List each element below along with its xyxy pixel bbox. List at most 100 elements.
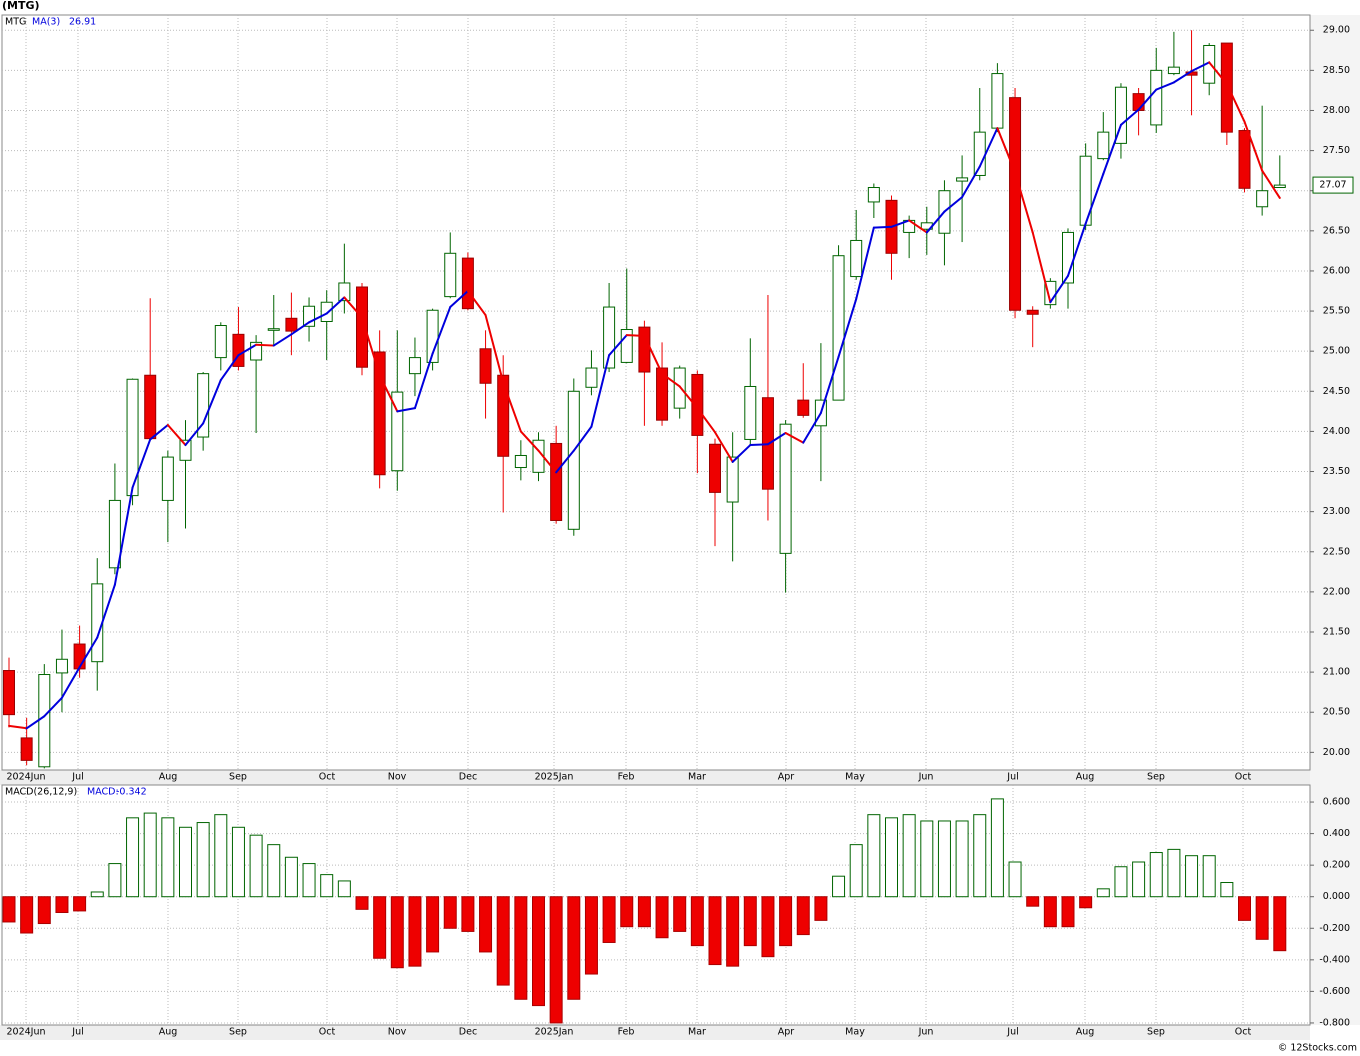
macd-bar: [443, 896, 457, 929]
y-tick-label: 0.600: [1323, 797, 1350, 808]
candle-body: [320, 301, 333, 322]
macd-bar: [2, 896, 16, 923]
ma-line: [184, 422, 205, 447]
candle-body: [303, 305, 316, 327]
macd-bar: [179, 826, 192, 898]
candle-body: [179, 439, 192, 461]
macd-bar: [602, 896, 616, 943]
candle-body: [991, 73, 1004, 129]
ma-line: [43, 696, 63, 718]
x-tick-label: Apr: [778, 1027, 795, 1038]
x-tick-label: Nov: [388, 1027, 407, 1038]
ma-line: [237, 343, 258, 357]
macd-bar: [1202, 855, 1216, 898]
candle-body: [638, 326, 651, 373]
macd-bar: [796, 896, 810, 936]
x-tick-label: Aug: [1076, 772, 1095, 783]
candle-body: [197, 373, 210, 438]
candle-body: [656, 367, 669, 421]
macd-bar: [284, 856, 298, 898]
ma-line: [25, 715, 46, 730]
ma-line: [872, 225, 893, 229]
candle-body: [479, 348, 492, 384]
y-tick-label: 23.50: [1323, 466, 1350, 477]
ma-line: [661, 372, 681, 388]
macd-bar: [655, 896, 669, 939]
macd-bar: [214, 814, 228, 898]
macd-bar: [37, 896, 51, 925]
x-tick-label: Aug: [159, 1027, 178, 1038]
candle-body: [1132, 93, 1145, 111]
candle-body: [709, 443, 721, 493]
candle-body: [108, 499, 121, 569]
ma-line: [961, 165, 981, 199]
macd-bar: [620, 896, 634, 928]
macd-bar: [302, 863, 316, 898]
ma-line: [925, 210, 946, 234]
macd-value: -0.342: [116, 787, 147, 798]
ma-line: [1049, 274, 1069, 304]
macd-bar: [532, 896, 545, 1007]
ma-line: [325, 296, 346, 315]
candle-body: [3, 670, 15, 716]
x-tick-label: Oct: [1235, 772, 1252, 783]
macd-frame: [1, 784, 1311, 1026]
candle-body: [267, 328, 280, 331]
y-tick-label: 22.50: [1323, 546, 1350, 557]
x-tick-label: May: [845, 772, 865, 783]
ma-line: [1172, 70, 1193, 84]
macd-bar: [637, 896, 651, 928]
y-tick-label: 25.00: [1323, 346, 1350, 357]
x-tick-label: Mar: [688, 772, 706, 783]
candle-body: [408, 357, 421, 375]
ma-line: [255, 343, 275, 347]
macd-bar: [231, 826, 245, 898]
macd-bar: [902, 814, 916, 898]
ma-line: [202, 379, 222, 425]
ma-line: [519, 430, 540, 452]
ma-line: [378, 374, 399, 413]
ma-line: [8, 724, 28, 730]
candle-body: [144, 374, 157, 440]
ma-line: [484, 314, 505, 384]
y-tick-label: 26.50: [1323, 225, 1350, 236]
macd-prefix: MACD:: [87, 787, 119, 798]
macd-bar: [267, 844, 281, 898]
ma-line: [819, 355, 840, 414]
x-tick-label: Feb: [618, 772, 635, 783]
ma-line: [537, 449, 558, 474]
ma-line: [1014, 171, 1034, 234]
ma-line: [396, 407, 416, 413]
macd-bar: [885, 817, 898, 898]
price-tag: [1312, 176, 1354, 194]
macd-bar: [937, 820, 951, 898]
ma-line: [749, 443, 769, 447]
candle-body: [1273, 184, 1286, 189]
ma-line: [1190, 61, 1211, 73]
macd-bar: [408, 896, 422, 967]
ma-line: [714, 431, 734, 463]
macd-bar: [584, 896, 598, 975]
candle-body: [797, 399, 810, 416]
x-tick-label: Sep: [1147, 1027, 1165, 1038]
x-tick-label: Dec: [459, 772, 477, 783]
candle-body: [444, 252, 457, 298]
candle-body: [514, 454, 527, 469]
candle-body: [585, 367, 598, 388]
ma-line: [290, 321, 311, 336]
ma-line: [625, 334, 646, 337]
x-tick-label: Jul: [1006, 1027, 1018, 1038]
x-tick-label: Sep: [229, 772, 247, 783]
ma-line: [166, 423, 187, 447]
candle-body: [161, 456, 174, 501]
macd-bar: [708, 896, 722, 966]
x-tick-label: Dec: [459, 1027, 477, 1038]
candle-body: [1256, 190, 1269, 208]
candle-body: [832, 255, 845, 401]
x-tick-label: Feb: [618, 1027, 635, 1038]
macd-bar: [496, 896, 510, 986]
candle-body: [1009, 97, 1022, 311]
macd-bar: [461, 896, 475, 932]
ma-line: [696, 407, 716, 434]
candle-body: [1220, 42, 1233, 133]
